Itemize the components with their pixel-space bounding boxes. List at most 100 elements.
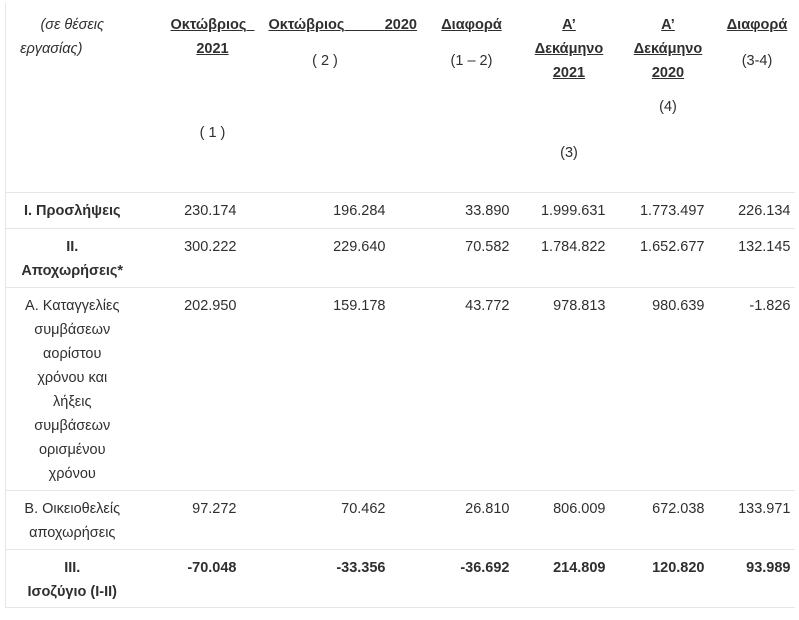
row-label-line: Ι. Προσλήψεις bbox=[23, 202, 121, 219]
value-cell: 672.038 bbox=[616, 490, 710, 550]
row-label-cell: ΙΙ. Αποχωρήσεις* bbox=[5, 228, 139, 288]
value-cell: -33.356 bbox=[258, 549, 422, 608]
units-header-cell: (σε θέσεις εργασίας) bbox=[5, 3, 139, 193]
value-text: -33.356 bbox=[336, 559, 386, 576]
row-label-line: Β. Οικειοθελείς bbox=[24, 500, 121, 517]
value-cell: -1.826 bbox=[709, 287, 795, 491]
row-label-cell: ΙΙΙ. Ισοζύγιο (Ι-ΙΙ) bbox=[5, 549, 139, 608]
table-row: ΙΙΙ. Ισοζύγιο (Ι-ΙΙ) -70.048 -33.356 -36.692… bbox=[5, 549, 795, 608]
col1-year: 2021 bbox=[196, 41, 229, 57]
table-row: ΙΙ. Αποχωρήσεις* 300.222 229.640 70.582 1.784… bbox=[5, 228, 795, 288]
employment-flows-table: (σε θέσεις εργασίας) Οκτώβριος 2021 ( 1 … bbox=[5, 3, 795, 608]
col1-title: Οκτώβριος bbox=[170, 17, 247, 33]
value-cell: 1.773.497 bbox=[616, 192, 710, 229]
value-cell: 226.134 bbox=[709, 192, 795, 229]
value-cell: 1.652.677 bbox=[616, 228, 710, 288]
value-cell: 978.813 bbox=[511, 287, 617, 491]
value-text: -70.048 bbox=[187, 559, 237, 576]
row-label-line: Αποχωρήσεις* bbox=[21, 262, 124, 279]
row-label-line: συμβάσεων bbox=[34, 417, 111, 434]
value-text: 70.582 bbox=[465, 238, 510, 255]
value-text: 1.652.677 bbox=[639, 238, 705, 255]
units-line-1: (σε θέσεις bbox=[40, 17, 105, 33]
value-text: 1.784.822 bbox=[540, 238, 606, 255]
col1-header: Οκτώβριος 2021 ( 1 ) bbox=[138, 3, 259, 193]
value-cell: 300.222 bbox=[138, 228, 259, 288]
value-text: 214.809 bbox=[553, 559, 606, 576]
col4-header: Α’ Δεκάμηνο 2021 (3) bbox=[511, 3, 617, 193]
value-text: 300.222 bbox=[184, 238, 237, 255]
row-label-line: συμβάσεων bbox=[34, 321, 111, 338]
col3-header: Διαφορά (1 – 2) bbox=[421, 3, 512, 193]
value-text: 978.813 bbox=[553, 297, 606, 314]
col2-header: Οκτώβριος 2020 ( 2 ) bbox=[258, 3, 422, 193]
value-text: -1.826 bbox=[749, 297, 791, 314]
value-text: 672.038 bbox=[652, 500, 705, 517]
row-label-line: Α. Καταγγελίες bbox=[25, 297, 120, 314]
value-cell: 214.809 bbox=[511, 549, 617, 608]
value-cell: 33.890 bbox=[421, 192, 512, 229]
row-label-line: λήξεις bbox=[53, 393, 92, 410]
value-text: 97.272 bbox=[192, 500, 237, 517]
value-cell: 159.178 bbox=[258, 287, 422, 491]
value-text: 202.950 bbox=[184, 297, 237, 314]
value-cell: 1.999.631 bbox=[511, 192, 617, 229]
col1-note: ( 1 ) bbox=[199, 125, 226, 141]
value-cell: 1.784.822 bbox=[511, 228, 617, 288]
value-text: 26.810 bbox=[465, 500, 510, 517]
row-label-cell: Α. Καταγγελίες συμβάσεων αορίστου χρόνου κα… bbox=[5, 287, 139, 491]
value-text: 1.773.497 bbox=[639, 202, 705, 219]
col5-note: (4) bbox=[659, 99, 677, 115]
value-cell: 202.950 bbox=[138, 287, 259, 491]
value-cell: 70.582 bbox=[421, 228, 512, 288]
value-text: 93.989 bbox=[746, 559, 791, 576]
value-text: 229.640 bbox=[333, 238, 386, 255]
row-label-line: ΙΙ. bbox=[66, 238, 79, 255]
value-text: 70.462 bbox=[341, 500, 386, 517]
header-row: (σε θέσεις εργασίας) Οκτώβριος 2021 ( 1 … bbox=[5, 3, 795, 193]
value-text: 230.174 bbox=[184, 202, 237, 219]
value-cell: 133.971 bbox=[709, 490, 795, 550]
col4-year: 2021 bbox=[552, 65, 586, 81]
col3-title: Διαφορά bbox=[441, 17, 502, 33]
row-label-line: χρόνου bbox=[48, 465, 96, 482]
value-text: 980.639 bbox=[652, 297, 705, 314]
row-label-line: ΙΙΙ. bbox=[64, 559, 81, 576]
col6-title: Διαφορά bbox=[726, 17, 788, 33]
row-label-line: χρόνου και bbox=[37, 369, 108, 386]
table-row: Β. Οικειοθελείς αποχωρήσεις 97.272 70.462 26… bbox=[5, 490, 795, 550]
value-cell: 196.284 bbox=[258, 192, 422, 229]
col5-title-line1: Α’ bbox=[661, 17, 675, 33]
value-cell: 980.639 bbox=[616, 287, 710, 491]
value-cell: 43.772 bbox=[421, 287, 512, 491]
col2-note: ( 2 ) bbox=[312, 53, 338, 69]
value-cell: -36.692 bbox=[421, 549, 512, 608]
col4-title-line1: Α’ bbox=[562, 17, 576, 33]
col4-note: (3) bbox=[560, 145, 578, 161]
col6-header: Διαφορά (3-4) bbox=[709, 3, 795, 193]
table-row: Ι. Προσλήψεις 230.174 196.284 33.890 1.999.6… bbox=[5, 192, 795, 229]
row-label-line: Ισοζύγιο (Ι-ΙΙ) bbox=[27, 583, 117, 600]
value-cell: 70.462 bbox=[258, 490, 422, 550]
table-row: Α. Καταγγελίες συμβάσεων αορίστου χρόνου κα… bbox=[5, 287, 795, 491]
value-text: 133.971 bbox=[738, 500, 791, 517]
row-label-line: αορίστου bbox=[43, 345, 102, 362]
col6-note: (3-4) bbox=[741, 53, 773, 69]
value-text: 120.820 bbox=[652, 559, 705, 576]
units-line-2: εργασίας) bbox=[20, 41, 83, 57]
col2-title: Οκτώβριος 2020 bbox=[268, 17, 418, 33]
row-label-cell: Β. Οικειοθελείς αποχωρήσεις bbox=[5, 490, 139, 550]
row-label-cell: Ι. Προσλήψεις bbox=[5, 192, 139, 229]
value-cell: -70.048 bbox=[138, 549, 259, 608]
row-label-line: ορισμένου bbox=[38, 441, 106, 458]
value-cell: 806.009 bbox=[511, 490, 617, 550]
col5-year: 2020 bbox=[651, 65, 685, 81]
value-text: 196.284 bbox=[333, 202, 386, 219]
value-cell: 120.820 bbox=[616, 549, 710, 608]
col3-note: (1 – 2) bbox=[450, 53, 493, 69]
table-body: Ι. Προσλήψεις 230.174 196.284 33.890 1.999.6… bbox=[5, 192, 795, 608]
row-label-line: αποχωρήσεις bbox=[29, 524, 116, 541]
value-cell: 26.810 bbox=[421, 490, 512, 550]
value-text: 43.772 bbox=[465, 297, 510, 314]
value-text: -36.692 bbox=[460, 559, 510, 576]
